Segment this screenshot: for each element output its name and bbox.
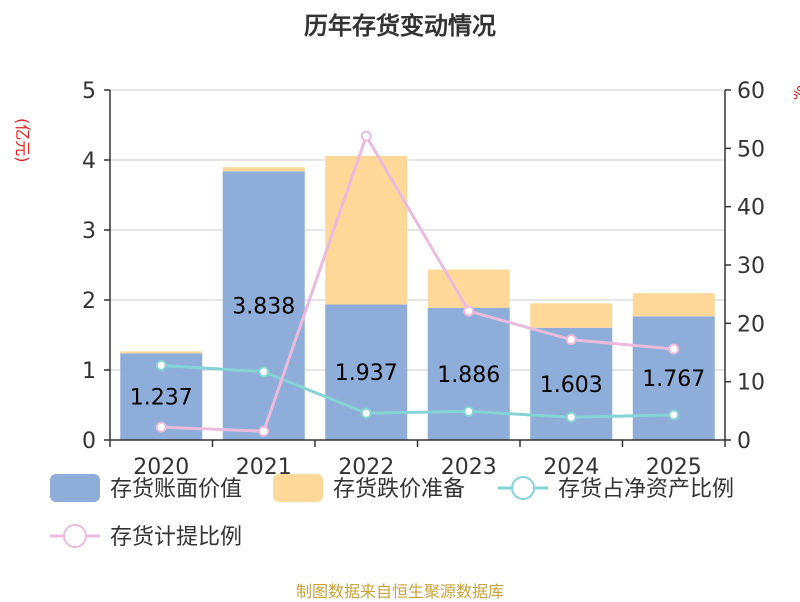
data-label-2024: 1.603 [540,373,603,398]
legend-label: 存货占净资产比例 [558,477,734,502]
data-label-2022: 1.937 [335,361,398,386]
bar-layer [120,156,715,440]
point-存货占净资产比例-2024 [565,411,577,423]
line-存货占净资产比例 [161,363,674,419]
point-存货计提比例-2025 [668,343,680,355]
legend-label: 存货计提比例 [110,525,242,550]
label-layer: 1.237 3.838 1.937 1.886 1.603 1.767 [130,295,705,411]
point-存货占净资产比例-2025 [668,409,680,421]
legend-item-存货账面价值: 存货账面价值 [50,474,242,502]
point-存货占净资产比例-2022 [360,407,372,419]
x-tick-label-2023: 2023 [441,455,497,480]
legend-label: 存货账面价值 [110,477,242,502]
data-label-2020: 1.237 [130,386,193,411]
bar-存货跌价准备-2022 [325,156,408,305]
point-存货计提比例-2022 [360,130,372,142]
legend-swatch [50,474,100,502]
left-tick-label: 3 [82,219,96,244]
line-存货计提比例 [161,132,674,433]
right-tick-label: 30 [737,254,765,279]
legend-swatch-marker [63,524,87,548]
data-label-2025: 1.767 [642,367,705,392]
left-tick-label: 5 [82,79,96,104]
left-tick-label: 2 [82,289,96,314]
right-tick-label: 40 [737,196,765,221]
bar-存货跌价准备-2023 [427,269,510,308]
line-layer [155,130,680,437]
left-tick-label: 1 [82,359,96,384]
data-label-2021: 3.838 [232,295,295,320]
x-tick-label-2022: 2022 [338,455,394,480]
x-tick-label-2025: 2025 [646,455,702,480]
bar-存货跌价准备-2021 [222,167,305,172]
legend-swatch [273,474,323,502]
bar-存货跌价准备-2020 [120,351,203,354]
point-存货占净资产比例-2023 [463,405,475,417]
bar-存货账面价值-2021 [222,171,305,440]
right-tick-label: 0 [737,429,751,454]
point-存货计提比例-2020 [155,421,167,433]
point-存货占净资产比例-2020 [155,359,167,371]
legend-swatch-marker [511,476,535,500]
data-label-2023: 1.886 [437,363,500,388]
legend-item-存货占净资产比例: 存货占净资产比例 [498,476,734,502]
point-存货计提比例-2023 [463,305,475,317]
source-note: 制图数据来自恒生聚源数据库 [295,582,504,601]
legend-item-存货跌价准备: 存货跌价准备 [273,474,465,502]
bar-存货跌价准备-2025 [632,293,715,317]
x-tick-label-2020: 2020 [133,455,189,480]
left-tick-label: 0 [82,429,96,454]
right-tick-label: 20 [737,312,765,337]
legend-label: 存货跌价准备 [333,477,465,502]
left-tick-label: 4 [82,149,96,174]
bar-存货跌价准备-2024 [530,303,613,328]
x-tick-label-2024: 2024 [543,455,599,480]
legend-item-存货计提比例: 存货计提比例 [50,524,242,550]
right-tick-label: 50 [737,137,765,162]
point-存货占净资产比例-2021 [258,366,270,378]
point-存货计提比例-2024 [565,334,577,346]
right-tick-label: 10 [737,371,765,396]
point-存货计提比例-2021 [258,425,270,437]
chart-title: 历年存货变动情况 [304,12,496,40]
bar-存货账面价值-2023 [427,307,510,440]
right-tick-label: 60 [737,79,765,104]
